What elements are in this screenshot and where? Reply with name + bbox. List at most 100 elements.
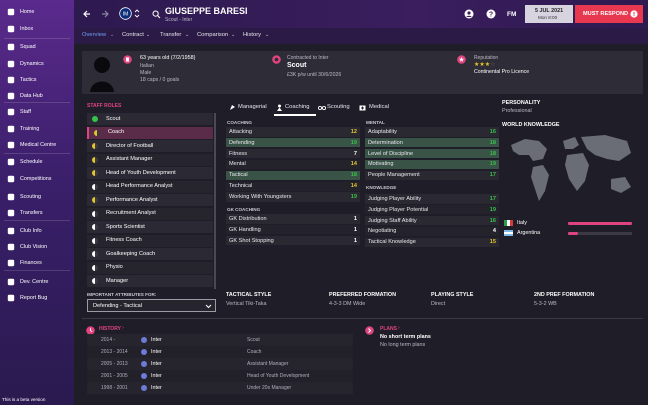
history-row[interactable]: 2013 - 2014 Inter Coach: [87, 346, 353, 358]
mental-title: MENTAL: [366, 120, 385, 125]
staff-role-item[interactable]: Head of Youth Development: [87, 167, 213, 179]
date-box[interactable]: 5 JUL 2021 Mon 8:00: [525, 5, 573, 23]
sidebar-item-data-hub[interactable]: Data Hub: [0, 88, 74, 104]
sidebar-item-competitions[interactable]: Competitions: [0, 171, 74, 187]
attribute-row[interactable]: Level of Discipline 18: [365, 148, 499, 159]
person-icon[interactable]: [464, 9, 474, 19]
sidebar-item-transfers[interactable]: Transfers: [0, 205, 74, 221]
reputation-stars: ★★★☆: [474, 62, 496, 68]
attribute-row[interactable]: Tactical 18: [226, 170, 360, 181]
attribute-row[interactable]: Adaptability 16: [365, 127, 499, 137]
preferred-formation-label: PREFERRED FORMATION: [329, 292, 396, 298]
sidebar-item-medical-centre[interactable]: Medical Centre: [0, 137, 74, 153]
squad-icon: [6, 43, 15, 52]
history-row[interactable]: 2005 - 2013 Inter Assistant Manager: [87, 358, 353, 370]
staff-role-item[interactable]: Scout: [87, 113, 213, 125]
sidebar-item-schedule[interactable]: Schedule: [0, 154, 74, 170]
attribute-row[interactable]: Negotiating 4: [365, 226, 499, 237]
sidebar-item-inbox[interactable]: Inbox: [0, 21, 74, 37]
staff-role-item[interactable]: Assistant Manager: [87, 153, 213, 166]
attribute-value: 19: [350, 139, 357, 146]
attribute-value: 1: [353, 215, 357, 222]
attribute-value: 1: [353, 237, 357, 244]
help-icon[interactable]: ?: [486, 9, 496, 19]
plans-title[interactable]: PLANS: [380, 326, 397, 332]
staff-role-item[interactable]: Fitness Coach: [87, 234, 213, 247]
tab-overview[interactable]: Overview: [82, 32, 107, 38]
attribute-row[interactable]: Attacking 12: [226, 127, 360, 137]
history-row[interactable]: 2014 - Inter Scout: [87, 334, 353, 346]
sidebar-item-report-bug[interactable]: Report Bug: [0, 290, 74, 306]
staff-icon: [6, 108, 15, 117]
staff-list-scrollbar[interactable]: [214, 113, 216, 289]
staff-role-item[interactable]: Physio: [87, 261, 213, 274]
staff-role-item[interactable]: Director of Football: [87, 140, 213, 152]
attribute-row[interactable]: Tactical Knowledge 15: [365, 237, 499, 248]
sidebar-item-finances[interactable]: Finances: [0, 255, 74, 271]
tab-history[interactable]: History: [243, 32, 262, 38]
sidebar-item-club-info[interactable]: Club Info: [0, 223, 74, 239]
staff-role-item[interactable]: Performance Analyst: [87, 194, 213, 206]
sidebar-item-home[interactable]: Home: [0, 4, 74, 20]
attribute-row[interactable]: Determination 18: [365, 137, 499, 148]
attribute-label: Mental: [229, 161, 246, 168]
tab-coaching[interactable]: Coaching: [285, 104, 310, 110]
tab-contract[interactable]: Contract: [122, 32, 144, 38]
attribute-row[interactable]: Judging Staff Ability 16: [365, 215, 499, 226]
tab-managerial[interactable]: Managerial: [238, 104, 267, 110]
tab-medical[interactable]: Medical: [369, 104, 389, 110]
attribute-row[interactable]: Motivating 19: [365, 159, 499, 170]
history-row[interactable]: 2001 - 2005 Inter Head of Youth Developmen…: [87, 370, 353, 382]
staff-role-item[interactable]: Goalkeeping Coach: [87, 248, 213, 260]
important-attributes-dropdown[interactable]: Defending - Tactical: [87, 299, 216, 312]
sidebar-item-dynamics[interactable]: Dynamics: [0, 56, 74, 72]
tab-comparison[interactable]: Comparison: [197, 32, 229, 38]
reputation-label: Reputation: [474, 55, 499, 61]
fm-initials[interactable]: FM: [507, 11, 517, 18]
scouting-icon: [6, 193, 15, 202]
tactical-style-value: Vertical Tiki-Taka: [226, 301, 267, 307]
sub-nav: Overview ⌄ Contract ⌄ Transfer ⌄ Compari…: [74, 28, 648, 44]
age-line: 63 years old (7/2/1958): [140, 55, 196, 61]
staff-role-item[interactable]: Head Performance Analyst: [87, 180, 213, 193]
staff-role-item[interactable]: Sports Scientist: [87, 221, 213, 233]
attribute-row[interactable]: Technical 14: [226, 181, 360, 191]
attribute-row[interactable]: Working With Youngsters 19: [226, 192, 360, 202]
attribute-row[interactable]: GK Shot Stopping 1: [226, 235, 360, 246]
dropdown-value: Defending - Tactical: [93, 303, 143, 309]
inbox-icon: [6, 25, 15, 34]
attribute-row[interactable]: Judging Player Potential 19: [365, 204, 499, 215]
forward-arrow-icon[interactable]: [100, 9, 110, 19]
sidebar-item-training[interactable]: Training: [0, 121, 74, 137]
world-map: [511, 135, 631, 201]
must-respond-button[interactable]: MUST RESPOND: [575, 5, 643, 23]
staff-role-item[interactable]: Manager: [87, 275, 213, 287]
staff-role-label: Recruitment Analyst: [106, 210, 156, 216]
attribute-row[interactable]: Mental 14: [226, 159, 360, 170]
attribute-row[interactable]: GK Handling 1: [226, 224, 360, 235]
data-hub-icon: [6, 92, 15, 101]
attribute-row[interactable]: Judging Player Ability 17: [365, 194, 499, 204]
attribute-row[interactable]: People Management 17: [365, 170, 499, 181]
history-title[interactable]: HISTORY: [99, 326, 121, 332]
back-arrow-icon[interactable]: [82, 9, 92, 19]
top-bar: IM GIUSEPPE BARESI Scout - Inter ? FM 5 …: [74, 0, 648, 28]
sidebar-item-squad[interactable]: Squad: [0, 39, 74, 55]
sidebar-item-club-vision[interactable]: Club Vision: [0, 239, 74, 255]
history-row[interactable]: 1998 - 2001 Inter Under 20s Manager: [87, 382, 353, 394]
sidebar-item-scouting[interactable]: Scouting: [0, 189, 74, 205]
club-badge-icon[interactable]: IM: [119, 7, 132, 20]
tab-scouting[interactable]: Scouting: [327, 104, 350, 110]
plans-icon: [365, 326, 374, 335]
sidebar-item-dev-centre[interactable]: Dev. Centre: [0, 274, 74, 290]
tab-transfer[interactable]: Transfer: [160, 32, 182, 38]
search-icon[interactable]: [152, 10, 161, 19]
attribute-row[interactable]: Defending 19: [226, 137, 360, 148]
attribute-row[interactable]: GK Distribution 1: [226, 214, 360, 224]
staff-role-item[interactable]: Recruitment Analyst: [87, 207, 213, 220]
sidebar-item-staff[interactable]: Staff: [0, 104, 74, 120]
attribute-row[interactable]: Fitness 7: [226, 148, 360, 159]
sidebar-item-tactics[interactable]: Tactics: [0, 72, 74, 88]
chevron-updown-icon[interactable]: [134, 8, 140, 19]
staff-role-item[interactable]: Coach: [87, 126, 213, 139]
